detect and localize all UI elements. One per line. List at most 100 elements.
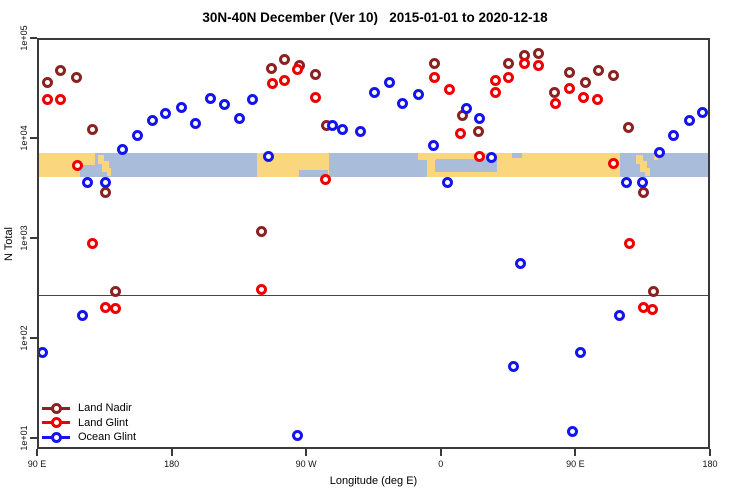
data-point-ocean-glint <box>397 98 409 110</box>
data-point-land-nadir <box>429 58 441 70</box>
data-point-ocean-glint <box>76 310 88 322</box>
legend-label: Land Nadir <box>78 402 132 414</box>
data-point-land-glint <box>279 74 291 86</box>
x-axis-label: Longitude (deg E) <box>329 475 418 487</box>
data-point-ocean-glint <box>566 425 578 437</box>
data-point-ocean-glint <box>613 310 625 322</box>
data-point-land-nadir <box>563 67 575 79</box>
data-point-ocean-glint <box>82 177 94 189</box>
strip-ocean <box>511 152 522 159</box>
data-point-ocean-glint <box>262 151 274 163</box>
strip-land <box>102 161 109 173</box>
y-axis-tick-label: 1e+03 <box>19 225 29 251</box>
strip-land <box>106 167 112 176</box>
data-point-land-nadir <box>472 125 484 137</box>
data-point-ocean-glint <box>653 146 665 158</box>
data-point-land-glint <box>455 128 467 140</box>
data-point-land-glint <box>490 74 502 86</box>
data-point-land-nadir <box>266 63 278 75</box>
data-point-land-glint <box>255 283 267 295</box>
data-point-ocean-glint <box>460 103 472 115</box>
data-point-land-nadir <box>548 87 560 99</box>
legend-marker <box>42 416 70 430</box>
y-axis-tick <box>30 437 37 439</box>
x-axis-tick-label: 180 <box>164 459 180 469</box>
data-point-ocean-glint <box>190 117 202 129</box>
data-point-ocean-glint <box>204 92 216 104</box>
data-point-land-glint <box>443 83 455 95</box>
y-axis-tick <box>30 137 37 139</box>
legend-label: Ocean Glint <box>78 431 137 443</box>
strip-land <box>640 161 648 173</box>
data-point-land-glint <box>429 71 441 83</box>
data-point-land-nadir <box>647 285 659 297</box>
data-point-ocean-glint <box>473 112 485 124</box>
data-point-land-glint <box>55 94 67 106</box>
data-point-land-glint <box>577 91 589 103</box>
x-axis-tick-label: 90 W <box>295 459 317 469</box>
chart-title: 30N-40N December (Ver 10) 2015-01-01 to … <box>202 10 548 25</box>
data-point-land-nadir <box>55 65 67 77</box>
data-point-land-nadir <box>86 123 98 135</box>
data-point-land-glint <box>623 237 635 249</box>
data-point-ocean-glint <box>337 123 349 135</box>
data-point-land-nadir <box>41 77 53 89</box>
data-point-ocean-glint <box>247 93 259 105</box>
data-point-land-nadir <box>503 57 515 69</box>
legend-label: Land Glint <box>78 416 129 429</box>
y-axis-tick <box>30 237 37 239</box>
data-point-land-glint <box>490 87 502 99</box>
data-point-land-nadir <box>622 122 634 134</box>
data-point-ocean-glint <box>383 77 395 89</box>
data-point-land-nadir <box>592 65 604 77</box>
data-point-ocean-glint <box>507 361 519 373</box>
data-point-ocean-glint <box>636 176 648 188</box>
data-point-ocean-glint <box>621 177 633 189</box>
data-point-land-glint <box>86 237 98 249</box>
data-point-land-nadir <box>255 225 267 237</box>
data-point-ocean-glint <box>159 108 171 120</box>
data-point-ocean-glint <box>327 120 339 132</box>
data-point-land-glint <box>563 82 575 94</box>
data-point-land-nadir <box>310 69 322 81</box>
legend-marker <box>42 430 70 444</box>
data-point-ocean-glint <box>667 130 679 142</box>
data-point-land-glint <box>608 158 620 170</box>
data-point-land-glint <box>646 304 658 316</box>
data-point-ocean-glint <box>574 347 586 359</box>
data-point-land-glint <box>532 59 544 71</box>
x-axis-tick <box>574 449 577 456</box>
data-point-ocean-glint <box>427 140 439 152</box>
y-axis-tick-label: 1e+01 <box>19 425 29 451</box>
y-axis-tick-label: 1e+05 <box>19 25 29 51</box>
data-point-land-nadir <box>70 71 82 83</box>
data-point-land-glint <box>267 78 279 90</box>
data-point-ocean-glint <box>117 144 129 156</box>
data-point-ocean-glint <box>146 114 158 126</box>
x-axis-tick <box>439 449 442 456</box>
data-point-ocean-glint <box>234 113 246 125</box>
data-point-land-glint <box>549 98 561 110</box>
data-point-land-glint <box>72 159 84 171</box>
data-point-ocean-glint <box>485 152 497 164</box>
legend-dot <box>50 431 62 443</box>
data-point-land-nadir <box>100 187 112 199</box>
data-point-land-glint <box>41 94 53 106</box>
data-point-ocean-glint <box>514 257 526 269</box>
data-point-land-glint <box>503 71 515 83</box>
legend-dot <box>50 417 62 428</box>
strip-ocean <box>434 159 497 172</box>
data-point-land-nadir <box>579 77 591 89</box>
x-axis-tick <box>170 449 173 456</box>
x-axis-tick <box>305 449 308 456</box>
data-point-ocean-glint <box>219 99 231 111</box>
strip-ocean <box>299 170 328 178</box>
legend-dot <box>50 402 62 414</box>
data-point-ocean-glint <box>100 177 112 189</box>
x-axis-tick-label: 90 E <box>27 459 47 469</box>
x-axis-tick <box>36 449 38 456</box>
legend-marker <box>42 401 70 415</box>
data-point-land-glint <box>519 58 531 70</box>
data-point-land-nadir <box>637 187 649 199</box>
